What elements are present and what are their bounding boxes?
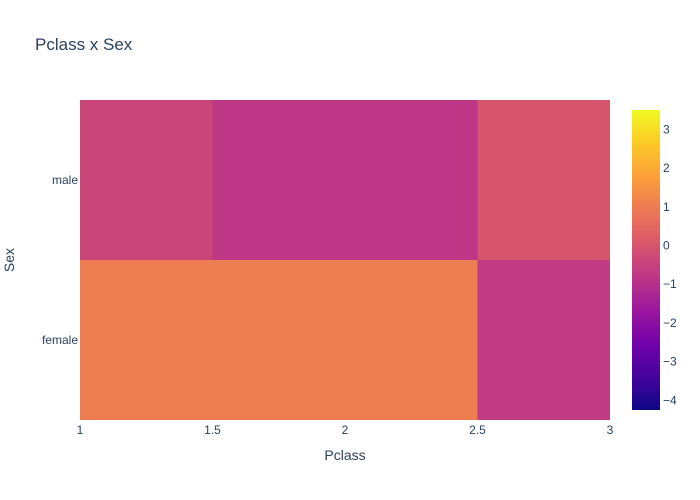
x-tick-label: 1.5 [204, 423, 221, 437]
heatmap-cell [212, 260, 478, 420]
colorbar-tick-label: 3 [663, 122, 670, 136]
x-axis-ticks: 1 1.5 2 2.5 3 [77, 423, 614, 437]
colorbar-tick-label: −3 [663, 355, 677, 369]
colorbar-tick-label: −4 [663, 393, 677, 407]
heatmap-cell [477, 260, 610, 420]
x-tick-label: 3 [607, 423, 614, 437]
x-axis-label: Pclass [324, 447, 365, 463]
heatmap-cell [80, 260, 213, 420]
x-tick-label: 2.5 [469, 423, 486, 437]
colorbar [632, 110, 660, 410]
y-tick-label: male [52, 173, 78, 187]
y-axis-label: Sex [1, 248, 17, 272]
heatmap-cell [80, 100, 213, 260]
heatmap-cell [212, 100, 478, 260]
colorbar-tick-label: −2 [663, 316, 677, 330]
colorbar-ticks: 3 2 1 0 −1 −2 −3 −4 [663, 122, 677, 407]
y-axis-ticks: male female [42, 173, 78, 347]
x-tick-label: 1 [77, 423, 84, 437]
heatmap-cells [80, 100, 610, 420]
colorbar-tick-label: 2 [663, 161, 670, 175]
y-tick-label: female [42, 333, 78, 347]
colorbar-tick-label: 1 [663, 200, 670, 214]
colorbar-tick-label: 0 [663, 238, 670, 252]
heatmap-cell [477, 100, 610, 260]
colorbar-tick-label: −1 [663, 277, 677, 291]
chart-title: Pclass x Sex [35, 35, 133, 54]
x-tick-label: 2 [342, 423, 349, 437]
